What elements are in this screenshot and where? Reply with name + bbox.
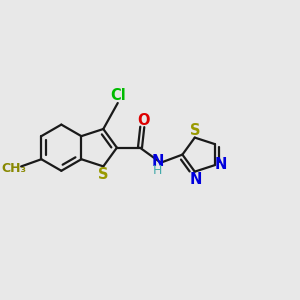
Text: CH₃: CH₃ — [2, 162, 26, 175]
Text: N: N — [152, 154, 164, 169]
Text: N: N — [189, 172, 202, 187]
Text: N: N — [215, 157, 227, 172]
Text: Cl: Cl — [110, 88, 126, 103]
Text: H: H — [153, 164, 163, 177]
Text: O: O — [137, 113, 150, 128]
Text: S: S — [190, 123, 201, 138]
Text: S: S — [98, 167, 109, 182]
